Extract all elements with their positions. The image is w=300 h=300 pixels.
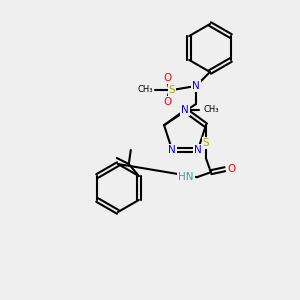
- Text: HN: HN: [178, 172, 194, 182]
- Text: N: N: [181, 105, 189, 115]
- Text: S: S: [169, 85, 175, 95]
- Text: S: S: [202, 138, 209, 148]
- Text: N: N: [192, 81, 200, 91]
- Text: O: O: [164, 73, 172, 83]
- Text: N: N: [194, 145, 202, 155]
- Text: CH₃: CH₃: [203, 106, 218, 115]
- Text: O: O: [227, 164, 235, 174]
- Text: O: O: [164, 97, 172, 107]
- Text: CH₃: CH₃: [137, 85, 153, 94]
- Text: N: N: [168, 145, 176, 155]
